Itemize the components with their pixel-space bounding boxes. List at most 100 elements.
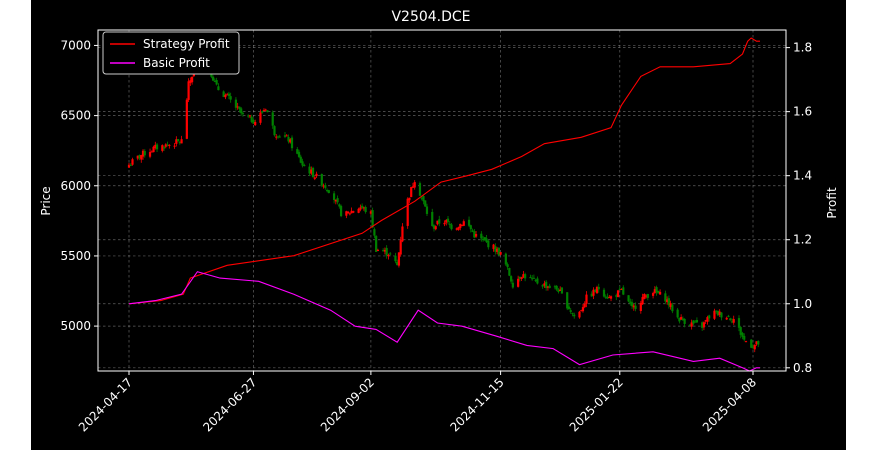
candle-body [495, 248, 499, 252]
candle-body [467, 219, 471, 226]
candle-body [285, 135, 288, 137]
candle-body [222, 91, 225, 97]
candle-body [334, 199, 337, 202]
legend: Strategy Profit Basic Profit [102, 31, 240, 75]
candle-body [254, 121, 257, 126]
candle-body [715, 310, 718, 312]
candle-body [541, 285, 544, 287]
candle-body [462, 221, 465, 226]
candle-body [215, 80, 218, 85]
y-right-tick-label: 1.8 [793, 41, 812, 55]
candle-body [401, 226, 404, 242]
candle-body [396, 261, 399, 266]
candle-body [553, 286, 557, 288]
candle-body [424, 200, 427, 207]
candle-body [155, 144, 159, 150]
candle-body [548, 285, 551, 289]
candle-body [616, 290, 620, 298]
candle-body [408, 197, 411, 201]
candle-body [175, 139, 178, 144]
grid [98, 30, 786, 371]
candle-body [506, 264, 509, 268]
candle-body [546, 286, 550, 288]
candle-body [394, 255, 397, 262]
candle-body [136, 155, 139, 159]
candle-body [387, 255, 390, 257]
candle-body [620, 289, 623, 291]
legend-box [102, 31, 240, 75]
candle-body [457, 227, 460, 230]
candle-body [632, 305, 635, 308]
candle-body [508, 268, 511, 276]
candle-body [303, 165, 306, 167]
candle-body [410, 186, 413, 198]
candle-body [296, 149, 299, 154]
candle-body [297, 151, 301, 157]
candle-body [361, 205, 364, 208]
candle-body [627, 295, 630, 302]
candle-body [290, 137, 294, 149]
candle-body [737, 318, 741, 328]
candle-body [345, 211, 348, 216]
candle-body [262, 110, 266, 112]
candle-body [474, 234, 478, 237]
candle-body [213, 80, 216, 82]
candle-body [604, 296, 607, 298]
candle-body [371, 210, 374, 228]
basic-profit-line [128, 271, 760, 372]
y-left-tick-label: 5500 [60, 249, 91, 263]
candle-body [504, 253, 507, 265]
candle-body [751, 346, 755, 348]
candle-body [499, 252, 502, 255]
candle-body [532, 277, 535, 279]
candle-body [497, 247, 500, 256]
candle-body [176, 139, 180, 141]
candle-body [597, 286, 600, 290]
candle-body [487, 240, 490, 248]
candle-body [580, 310, 583, 312]
candle-body [750, 339, 753, 348]
candle-body [706, 317, 709, 322]
candle-body [411, 186, 415, 188]
candle-body [730, 321, 734, 323]
candle-body [185, 99, 188, 139]
candle-body [347, 211, 350, 214]
candle-body [369, 211, 372, 214]
candle-body [313, 177, 316, 179]
candle-body [573, 314, 576, 317]
candle-body [140, 154, 143, 160]
candle-body [727, 315, 730, 317]
candle-body [357, 208, 360, 213]
candle-body [152, 146, 155, 153]
candle-body [651, 293, 655, 296]
candle-body [264, 109, 267, 111]
candle-body [688, 324, 691, 326]
candle-body [590, 293, 593, 297]
candle-body [622, 287, 625, 295]
candle-body [480, 233, 483, 239]
plot-area [98, 30, 786, 371]
candle-body [615, 295, 618, 297]
legend-strategy-profit-label: Strategy Profit [143, 37, 230, 51]
plot-frame [97, 29, 787, 372]
candle-body [438, 219, 441, 224]
candle-body [581, 307, 585, 312]
candle-body [271, 112, 274, 126]
candle-body [694, 321, 697, 323]
candle-body [320, 173, 323, 186]
candle-body [273, 126, 276, 136]
candle-body [702, 322, 706, 328]
candle-body [138, 155, 141, 159]
candle-body [664, 293, 667, 302]
candle-body [248, 115, 252, 117]
candle-body [725, 317, 728, 320]
candle-body [226, 94, 229, 96]
candle-body [327, 190, 330, 194]
y-right-tick-label: 1.4 [793, 169, 812, 183]
candle-body [397, 252, 401, 266]
candle-body [224, 94, 227, 98]
y-left-tick-label: 6000 [60, 179, 91, 193]
candle-body [671, 304, 674, 312]
candle-body [259, 112, 262, 123]
candle-body [310, 169, 313, 174]
